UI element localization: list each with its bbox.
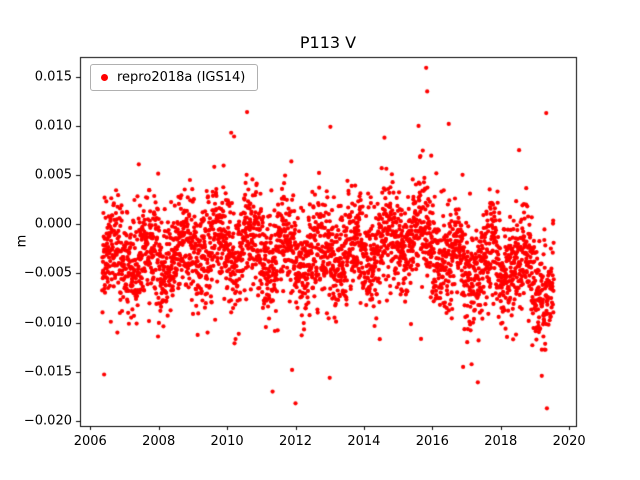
x-tick-label: 2006 <box>73 434 107 449</box>
x-tick-label: 2012 <box>278 434 313 449</box>
legend: repro2018a (IGS14) <box>90 64 259 91</box>
legend-marker-icon <box>101 74 108 81</box>
x-tick-label: 2016 <box>415 434 449 449</box>
y-tick-label: −0.015 <box>23 364 72 380</box>
y-tick-label: 0.005 <box>34 167 72 183</box>
y-axis-label: m <box>14 234 30 248</box>
x-tick-label: 2020 <box>552 434 586 449</box>
y-tick-label: 0.000 <box>34 216 72 232</box>
x-tick-label: 2014 <box>347 434 381 449</box>
chart-title: P113 V <box>299 33 357 52</box>
legend-label: repro2018a (IGS14) <box>117 70 246 85</box>
y-tick-label: 0.010 <box>34 118 72 134</box>
y-tick-label: −0.005 <box>23 265 72 281</box>
y-tick-label: 0.015 <box>34 69 72 85</box>
y-tick-label: −0.020 <box>23 413 72 429</box>
y-tick-label: −0.010 <box>23 315 72 331</box>
x-tick-label: 2008 <box>142 434 176 449</box>
x-tick-label: 2018 <box>484 434 518 449</box>
x-tick-label: 2010 <box>210 434 244 449</box>
